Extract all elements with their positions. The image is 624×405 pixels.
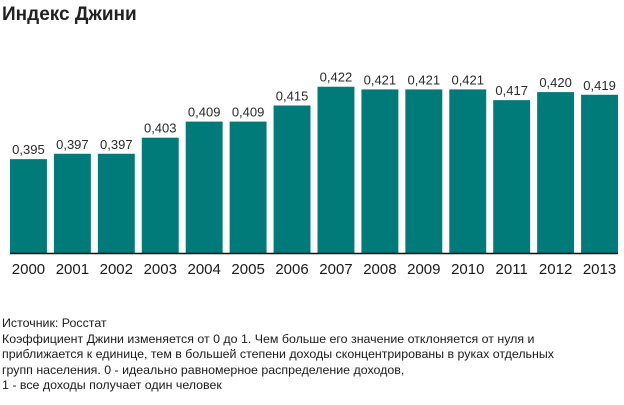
bar-2000	[10, 159, 47, 253]
x-tick-2009: 2009	[407, 261, 440, 278]
x-tick-2013: 2013	[583, 261, 616, 278]
bar-2006	[273, 105, 311, 253]
description-line-2: приближается к единице, тем в большей ст…	[2, 347, 554, 361]
gini-bar-chart: 0,395 0,397 0,397 0,403 0,409 0,409 0,415 0,422…	[10, 70, 618, 278]
bar-2003	[141, 137, 179, 253]
x-tick-2003: 2003	[144, 261, 177, 278]
x-tick-2011: 2011	[496, 261, 528, 278]
bar-2012	[537, 92, 575, 253]
x-tick-2007: 2007	[319, 261, 352, 278]
bar-2004	[185, 121, 223, 253]
bar-2010	[449, 89, 487, 253]
description-line-1: Коэффициент Джини изменяется от 0 до 1. …	[2, 331, 535, 346]
bar-2009	[405, 89, 443, 253]
x-tick-2012: 2012	[539, 261, 572, 278]
x-tick-2010: 2010	[451, 261, 484, 278]
value-label-2012: 0,420	[539, 75, 572, 90]
bar-2008	[361, 89, 399, 253]
x-tick-2006: 2006	[275, 261, 308, 278]
x-tick-2008: 2008	[363, 261, 396, 278]
chart-notes: Источник: Росстат Коэффициент Джини изме…	[2, 316, 620, 394]
chart-title: Индекс Джини	[2, 4, 137, 25]
value-label-2007: 0,422	[320, 70, 353, 85]
value-label-2001: 0,397	[56, 137, 89, 152]
x-tick-2002: 2002	[100, 261, 133, 278]
value-labels-layer: 0,395 0,397 0,397 0,403 0,409 0,409 0,415 0,422…	[12, 70, 616, 157]
value-label-2002: 0,397	[100, 137, 133, 152]
bar-2011	[493, 100, 531, 253]
bar-2007	[317, 86, 355, 253]
value-label-2000: 0,395	[12, 142, 45, 157]
value-label-2004: 0,409	[188, 105, 221, 120]
bar-2002	[97, 153, 135, 253]
source-note: Источник: Росстат	[2, 316, 107, 330]
x-tick-2005: 2005	[231, 261, 264, 278]
description-line-3: групп населения. 0 - идеально равномерно…	[2, 362, 405, 377]
bar-2005	[229, 121, 267, 253]
value-label-2003: 0,403	[144, 121, 177, 136]
description-line-4: 1 - все доходы получает один человек	[2, 378, 222, 392]
value-label-2013: 0,419	[583, 78, 616, 93]
x-tick-2001: 2001	[56, 261, 89, 278]
value-label-2010: 0,421	[451, 72, 484, 87]
value-label-2005: 0,409	[232, 105, 265, 120]
bars-layer	[10, 86, 618, 254]
bar-2013	[581, 94, 618, 254]
value-label-2008: 0,421	[364, 72, 397, 87]
value-label-2009: 0,421	[408, 72, 441, 87]
bar-2001	[53, 153, 91, 253]
x-tick-2004: 2004	[187, 261, 220, 278]
value-label-2006: 0,415	[276, 89, 309, 104]
x-tick-2000: 2000	[12, 261, 45, 278]
value-label-2011: 0,417	[495, 83, 528, 98]
x-tick-labels-layer: 2000 2001 2002 2003 2004 2005 2006 2007 2008 2009…	[12, 261, 616, 278]
